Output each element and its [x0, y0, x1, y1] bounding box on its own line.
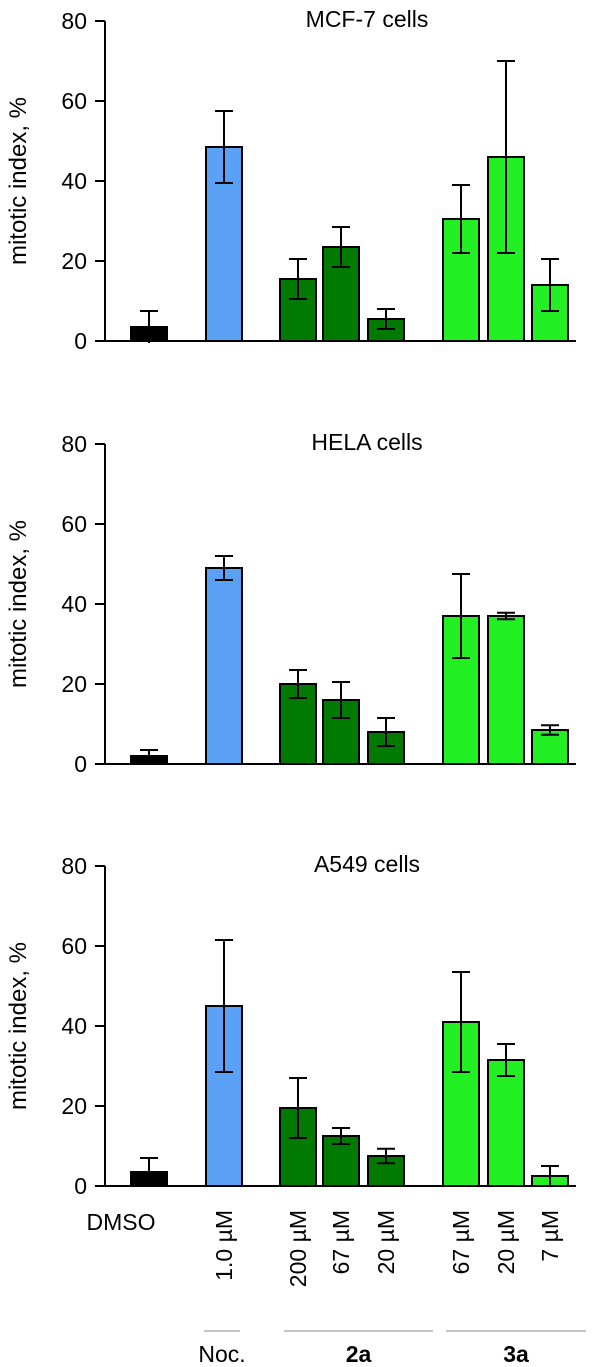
y-tick-label: 40 — [61, 1013, 87, 1039]
group-label: Noc. — [198, 1341, 245, 1367]
panel-2: 0 20 40 60 80 mitotic index, % HELA cells — [5, 429, 576, 777]
panel-title: A549 cells — [314, 851, 420, 877]
y-tick-label: 0 — [74, 328, 87, 354]
group-label: 3a — [503, 1341, 529, 1367]
y-tick-label: 80 — [61, 431, 87, 457]
category-label: 7 µM — [537, 1210, 563, 1262]
y-tick-label: 60 — [61, 88, 87, 114]
bar — [487, 1059, 525, 1187]
y-tick-label: 80 — [61, 8, 87, 34]
category-label: 20 µM — [493, 1210, 519, 1274]
category-label: 67 µM — [328, 1210, 354, 1274]
y-tick-label: 60 — [61, 511, 87, 537]
category-label: 200 µM — [285, 1210, 311, 1287]
bar — [322, 699, 360, 765]
y-axis-label: mitotic index, % — [5, 97, 32, 265]
category-label: 1.0 µM — [211, 1210, 237, 1281]
category-label: 67 µM — [448, 1210, 474, 1274]
y-tick-label: 20 — [61, 671, 87, 697]
panel-title: MCF-7 cells — [306, 6, 429, 32]
bar — [442, 615, 480, 765]
y-tick-label: 0 — [74, 1173, 87, 1199]
y-tick-label: 80 — [61, 853, 87, 879]
y-tick-label: 20 — [61, 1093, 87, 1119]
panel-title: HELA cells — [311, 429, 422, 455]
group-label: 2a — [346, 1341, 372, 1367]
category-label: 20 µM — [373, 1210, 399, 1274]
y-tick-label: 0 — [74, 751, 87, 777]
y-tick-label: 60 — [61, 933, 87, 959]
y-tick-label: 40 — [61, 168, 87, 194]
panel-1: 0 20 40 60 80 mitotic index, % MCF-7 cells — [5, 6, 576, 354]
panel-3: 0 20 40 60 80 mitotic index, % A549 cells — [5, 851, 576, 1199]
bar — [367, 731, 405, 765]
y-tick-label: 20 — [61, 248, 87, 274]
y-tick-label: 40 — [61, 591, 87, 617]
bar — [205, 567, 243, 765]
y-axis-label: mitotic index, % — [5, 942, 32, 1110]
bar — [487, 615, 525, 765]
category-label: DMSO — [87, 1209, 156, 1235]
y-axis-label: mitotic index, % — [5, 520, 32, 688]
